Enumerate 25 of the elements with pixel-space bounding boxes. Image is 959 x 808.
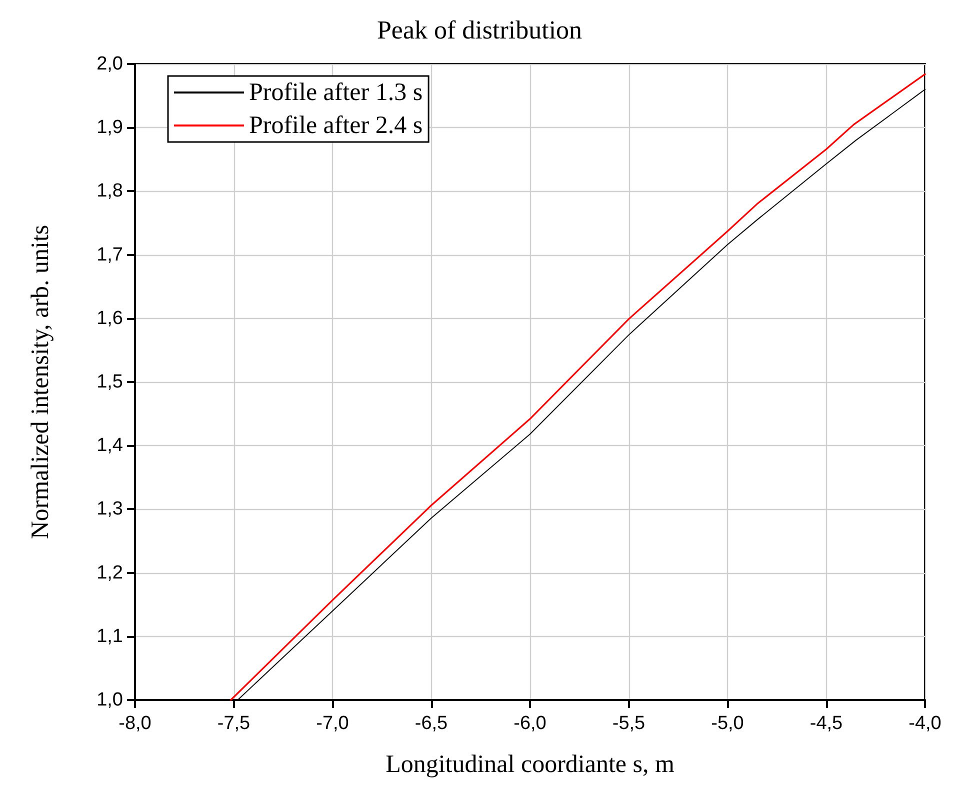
x-axis-title: Longitudinal coordiante s, m [386, 751, 675, 778]
x-tick-label: -6,0 [514, 713, 546, 734]
y-tick-label: 1,5 [96, 372, 123, 392]
x-tick-label: -5,0 [711, 713, 744, 734]
legend-label: Profile after 2.4 s [249, 112, 423, 139]
y-tick-label: 1,1 [96, 626, 123, 647]
y-tick-label: 2,0 [96, 54, 123, 74]
x-tick-label: -8,0 [118, 713, 152, 734]
y-tick-label: 1,3 [96, 498, 123, 520]
legend-label: Profile after 1.3 s [249, 79, 423, 106]
y-tick-label: 1,7 [96, 244, 123, 266]
x-tick-label: -5,5 [612, 713, 646, 734]
x-tick-label: -6,5 [414, 713, 448, 734]
y-tick-label: 1,6 [96, 308, 123, 329]
y-tick-label: 1,8 [96, 180, 123, 202]
y-tick-label: 1,0 [96, 690, 123, 710]
y-tick-label: 1,2 [96, 562, 123, 584]
x-tick-label: -7,0 [316, 713, 349, 734]
chart-title: Peak of distribution [376, 16, 582, 44]
y-tick-label: 1,4 [96, 435, 124, 456]
y-tick-label: 1,9 [96, 117, 123, 138]
x-tick-label: -4,0 [908, 713, 942, 734]
y-axis-title: Normalized intensity, arb. units [27, 224, 54, 540]
x-tick-label: -4,5 [810, 713, 843, 734]
x-tick-label: -7,5 [217, 713, 250, 734]
